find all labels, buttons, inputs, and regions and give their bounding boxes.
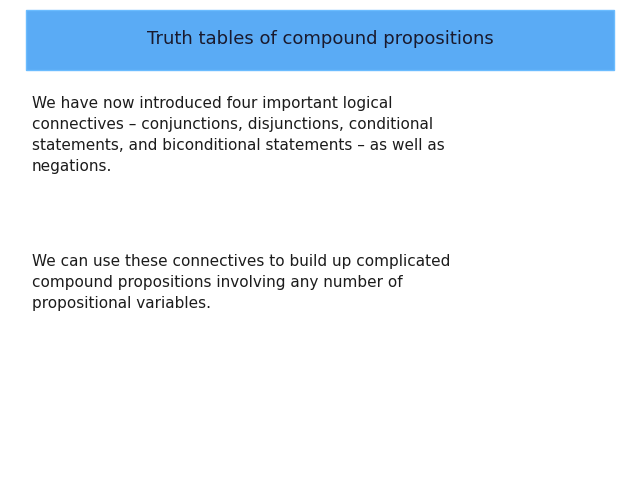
Text: Truth tables of compound propositions: Truth tables of compound propositions <box>147 30 493 48</box>
Bar <box>26 10 614 70</box>
Text: We can use these connectives to build up complicated
compound propositions invol: We can use these connectives to build up… <box>32 254 451 312</box>
Text: We have now introduced four important logical
connectives – conjunctions, disjun: We have now introduced four important lo… <box>32 96 445 174</box>
